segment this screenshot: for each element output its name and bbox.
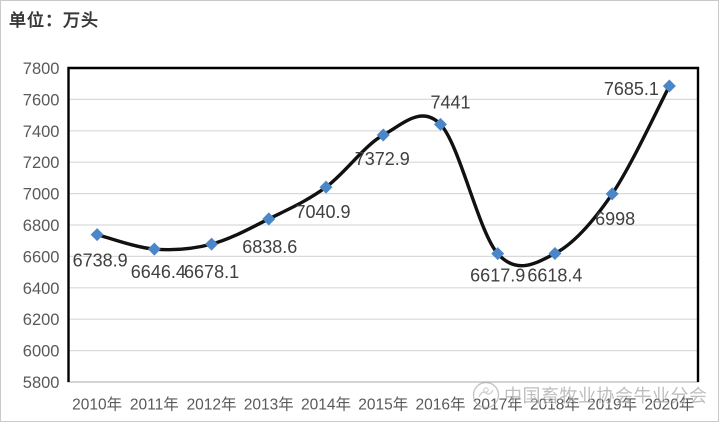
x-axis-tick-label: 2013年 (244, 396, 294, 414)
data-point-marker-2012年 (205, 237, 219, 251)
data-label: 7441 (430, 92, 470, 112)
data-point-marker-2011年 (147, 242, 161, 256)
y-axis-tick-label: 6600 (23, 248, 60, 266)
x-axis-tick-label: 2017年 (473, 396, 523, 414)
y-axis-tick-label: 6000 (23, 343, 60, 361)
data-label: 7372.9 (355, 149, 410, 169)
x-axis-tick-label: 2016年 (415, 396, 465, 414)
x-axis-tick-label: 2015年 (358, 396, 408, 414)
y-axis-tick-label: 7000 (23, 186, 60, 204)
x-axis-tick-label: 2012年 (187, 396, 237, 414)
data-point-marker-2014年 (319, 180, 333, 194)
data-label: 6646.4 (131, 262, 186, 282)
y-axis-tick-label: 5800 (23, 374, 60, 392)
data-label: 6998 (595, 209, 635, 229)
data-label: 7040.9 (295, 202, 350, 222)
unit-title: 单位：万头 (9, 11, 99, 30)
y-axis-tick-label: 7800 (23, 60, 60, 78)
y-axis-tick-label: 7600 (23, 91, 60, 109)
data-label: 6738.9 (73, 251, 128, 271)
x-axis-tick-label: 2020年 (644, 396, 694, 414)
y-axis-tick-label: 6400 (23, 280, 60, 298)
data-point-marker-2019年 (605, 187, 619, 201)
x-axis-tick-label: 2011年 (130, 396, 179, 414)
data-point-marker-2013年 (262, 212, 276, 226)
data-label: 6618.4 (527, 266, 582, 286)
x-axis-tick-label: 2014年 (301, 396, 351, 414)
y-axis-tick-label: 7200 (23, 154, 60, 172)
y-axis-tick-label: 7400 (23, 123, 60, 141)
plot-border (67, 66, 700, 382)
x-axis-tick-label: 2010年 (72, 396, 122, 414)
y-axis-tick-label: 6800 (23, 217, 60, 235)
data-point-marker-2015年 (376, 128, 390, 142)
data-label: 6678.1 (184, 262, 239, 282)
series-line (95, 84, 672, 268)
data-label: 7685.1 (604, 79, 659, 99)
data-point-marker-2016年 (433, 117, 447, 131)
data-point-marker-2020年 (662, 79, 676, 93)
data-point-marker-2018年 (548, 247, 562, 261)
y-axis-tick-label: 6200 (23, 311, 60, 329)
data-label: 6838.6 (242, 237, 297, 257)
data-label: 6617.9 (470, 266, 525, 286)
x-axis-tick-label: 2018年 (530, 396, 580, 414)
x-axis-tick-label: 2019年 (587, 396, 637, 414)
data-point-marker-2010年 (90, 228, 104, 242)
